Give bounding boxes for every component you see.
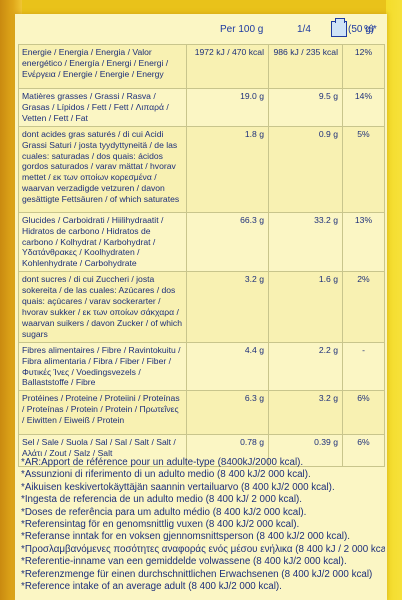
note-line: *Προσλαμβανόμενες ποσότητες αναφοράς ενό… [21, 543, 385, 555]
note-line: *Referanse inntak for en voksen gjennoms… [21, 531, 350, 543]
table-row: Fibres alimentaires / Fibre / Ravintokui… [18, 341, 385, 392]
quarter-value: 0.9 g [268, 125, 343, 213]
per-100g-value: 19.0 g [186, 88, 269, 127]
quarter-value: 3.2 g [268, 390, 343, 436]
note-line: *Referentie-inname van een gemiddelde vo… [21, 556, 347, 568]
table-row: Energie / Energia / Energia / Valor ener… [18, 44, 385, 89]
nutrient-label: Sel / Sale / Suola / Sal / Sal / Salt / … [18, 434, 187, 468]
note-line: *Referenzmenge für einen durchschnittlic… [21, 568, 373, 580]
quarter-value: 0.39 g [268, 434, 343, 468]
quarter-weight-header: (50 g) [348, 24, 375, 35]
nutrient-label: Energie / Energia / Energia / Valor ener… [18, 44, 187, 89]
quarter-value: 1.6 g [268, 271, 343, 343]
per-100g-value: 6.3 g [186, 390, 269, 436]
percent-value: 5% [342, 125, 385, 213]
quarter-header: 1/4 [297, 24, 311, 35]
per-100g-header: Per 100 g [220, 24, 264, 35]
note-line: *Doses de referência para um adulto médi… [21, 506, 307, 518]
percent-value: 13% [342, 211, 385, 273]
table-row: dont sucres / di cui Zuccheri / josta so… [18, 271, 385, 343]
quarter-value: 2.2 g [268, 341, 343, 392]
percent-value: 6% [342, 390, 385, 436]
nutrient-label: Protéines / Proteine / Proteiini / Prote… [18, 390, 187, 436]
note-line: *Assunzioni di riferimento di un adulto … [21, 469, 311, 481]
percent-value: 6% [342, 434, 385, 468]
nutrient-label: Fibres alimentaires / Fibre / Ravintokui… [18, 341, 187, 392]
quarter-value: 986 kJ / 235 kcal [268, 44, 343, 89]
per-100g-value: 1972 kJ / 470 kcal [186, 44, 269, 89]
nutrient-label: Glucides / Carboidrati / Hiilihydraatit … [18, 211, 187, 273]
note-line: *Ingesta de referencia de un adulto medi… [21, 494, 303, 506]
table-row: Protéines / Proteine / Proteiini / Prote… [18, 390, 385, 436]
package-portion-icon [331, 18, 347, 37]
per-100g-value: 3.2 g [186, 271, 269, 343]
nutrient-label: Matières grasses / Grassi / Rasva / Gras… [18, 88, 187, 127]
nutrient-label: dont acides gras saturés / di cui Acidi … [18, 125, 187, 213]
table-row: Matières grasses / Grassi / Rasva / Gras… [18, 88, 385, 127]
per-100g-value: 1.8 g [186, 125, 269, 213]
quarter-value: 33.2 g [268, 211, 343, 273]
table-row: Glucides / Carboidrati / Hiilihydraatit … [18, 211, 385, 273]
nutrition-panel: Per 100 g 1/4 (50 g) %* Energie / Energi… [15, 14, 387, 600]
per-100g-value: 66.3 g [186, 211, 269, 273]
right-packaging-edge [386, 0, 402, 600]
percent-value: 12% [342, 44, 385, 89]
nutrient-label: dont sucres / di cui Zuccheri / josta so… [18, 271, 187, 343]
note-line: *Reference intake of an average adult (8… [21, 580, 282, 592]
percent-value: - [342, 341, 385, 392]
note-line: *Aikuisen keskivertokäyttäjän saannin ve… [21, 481, 335, 493]
percent-header: %* [364, 24, 377, 35]
note-line: *Referensintag för en genomsnittlig vuxe… [21, 518, 300, 530]
note-line: *AR:Apport de référence pour un adulte-t… [21, 457, 304, 468]
per-100g-value: 0.78 g [186, 434, 269, 468]
table-row: Sel / Sale / Suola / Sal / Sal / Salt / … [18, 434, 385, 468]
nutrition-table: Energie / Energia / Energia / Valor ener… [18, 44, 385, 468]
percent-value: 14% [342, 88, 385, 127]
per-100g-value: 4.4 g [186, 341, 269, 392]
percent-value: 2% [342, 271, 385, 343]
reference-intake-notes: *AR:Apport de référence pour un adulte-t… [21, 457, 385, 593]
table-row: dont acides gras saturés / di cui Acidi … [18, 125, 385, 213]
table-header: Per 100 g 1/4 (50 g) %* [15, 14, 387, 44]
quarter-value: 9.5 g [268, 88, 343, 127]
